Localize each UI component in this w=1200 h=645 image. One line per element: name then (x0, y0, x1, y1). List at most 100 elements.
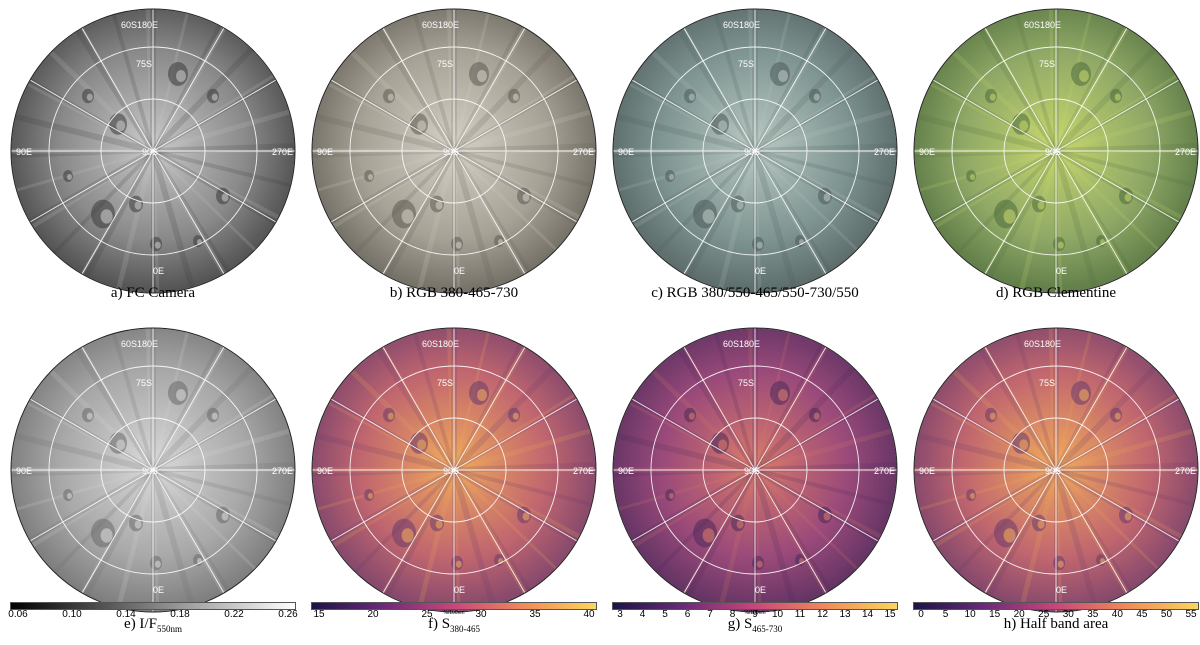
panel-e: 60S 180E 75S 90S 90E 270E 0E 0.06 0.10 0.14 0.18 0.… (8, 0, 298, 645)
panel-d: 60S 180E 75S 90S 90E 270E 0E d) RGB Clementine (911, 0, 1200, 645)
lon-90e-label: 90E (919, 466, 935, 476)
lat-60s-label: 60S (121, 20, 137, 30)
polar-map-f: 60S 180E 75S 90S 90E 270E 0E (311, 327, 597, 613)
colorbar-tick-label: 0.22 (224, 609, 244, 620)
panel-h: 60S 180E 75S 90S 90E 270E 0E 0 5 10 15 20 25 30 35 40 45… (911, 0, 1200, 645)
colorbar-tick-label: 20 (367, 609, 379, 620)
panel-a: 60S 180E 75S 90S 90E 270E 0E a) FC Camera (8, 0, 298, 645)
colorbar-tick-label: 15 (989, 609, 1001, 620)
colorbar-tick-label: 45 (1136, 609, 1148, 620)
lon-180e-label: 180E (739, 20, 760, 30)
caption-g: g) S465-730 (610, 616, 900, 634)
lon-0e-label: 0E (454, 585, 465, 595)
lat-60s-label: 60S (1024, 20, 1040, 30)
colorbar-tick-label: 10 (771, 609, 784, 620)
panel-g: 60S 180E 75S 90S 90E 270E 0E 3 4 5 6 7 8 9 10 11 12 13 14 1… (610, 0, 900, 645)
lon-180e-label: 180E (739, 339, 760, 349)
map-a: 60S 180E 75S 90S 90E 270E 0E (8, 6, 298, 296)
colorbar-gradient (10, 602, 296, 610)
colorbar-tick-label: 6 (684, 609, 691, 620)
lon-270e-label: 270E (1175, 147, 1196, 157)
pole-label: 90S (1045, 466, 1061, 476)
pole-label: 90S (1045, 147, 1061, 157)
lon-0e-label: 0E (1056, 585, 1067, 595)
pole-label: 90S (744, 466, 760, 476)
lat-60s-label: 60S (723, 20, 739, 30)
colorbar-gradient (311, 602, 597, 610)
map-g: 60S 180E 75S 90S 90E 270E 0E (610, 325, 900, 615)
lon-270e-label: 270E (573, 466, 594, 476)
colorbar-tick-label: 12 (816, 609, 829, 620)
graticule (311, 8, 597, 294)
lat-75s-label: 75S (1039, 378, 1055, 388)
colorbar-tick-label: 40 (1111, 609, 1123, 620)
lon-180e-label: 180E (438, 339, 459, 349)
caption-subscript: 550nm (156, 624, 182, 634)
map-e: 60S 180E 75S 90S 90E 270E 0E (8, 325, 298, 615)
polar-map-e: 60S 180E 75S 90S 90E 270E 0E (10, 327, 296, 613)
caption-b: b) RGB 380-465-730 (309, 285, 599, 302)
lon-270e-label: 270E (874, 466, 895, 476)
colorbar-tick-label: 0 (918, 609, 924, 620)
lon-0e-label: 0E (755, 266, 766, 276)
colorbar-tick-label: 30 (1062, 609, 1074, 620)
lat-75s-label: 75S (437, 378, 453, 388)
caption-text: b) RGB 380-465-730 (389, 285, 519, 301)
lon-90e-label: 90E (317, 147, 333, 157)
colorbar-tick-label: 11 (794, 609, 806, 620)
colorbar-tick-label: 55 (1185, 609, 1197, 620)
lat-60s-label: 60S (422, 339, 438, 349)
caption-text: d) RGB Clementine (996, 285, 1116, 301)
lat-75s-label: 75S (437, 59, 453, 69)
colorbar-tick-label: 5 (662, 609, 668, 620)
caption-text: a) FC Camera (110, 285, 196, 301)
lon-180e-label: 180E (137, 339, 158, 349)
map-b: 60S 180E 75S 90S 90E 270E 0E (309, 6, 599, 296)
polar-map-b: 60S 180E 75S 90S 90E 270E 0E (311, 8, 597, 294)
caption-subscript: 380-465 (450, 624, 481, 634)
lat-75s-label: 75S (738, 59, 754, 69)
caption-text: c) RGB 380/550-465/550-730/550 (651, 285, 859, 301)
lon-0e-label: 0E (755, 585, 766, 595)
lon-90e-label: 90E (317, 466, 333, 476)
colorbar-tick-label: 20 (1013, 609, 1025, 620)
lat-60s-label: 60S (121, 339, 137, 349)
panel-f: 60S 180E 75S 90S 90E 270E 0E 15 20 25 30 35 40 %/100n… (309, 0, 599, 645)
colorbar-ticks: 3 4 5 6 7 8 9 10 11 12 13 14 15 (612, 609, 898, 625)
caption-a: a) FC Camera (8, 285, 298, 302)
map-f: 60S 180E 75S 90S 90E 270E 0E (309, 325, 599, 615)
lat-75s-label: 75S (738, 378, 754, 388)
lon-0e-label: 0E (153, 266, 164, 276)
caption-c: c) RGB 380/550-465/550-730/550 (610, 285, 900, 302)
colorbar-g: 3 4 5 6 7 8 9 10 11 12 13 14 15 %/100nm (610, 602, 900, 624)
lon-180e-label: 180E (1040, 339, 1061, 349)
lon-270e-label: 270E (874, 147, 895, 157)
colorbar-tick-label: 10 (964, 609, 976, 620)
colorbar-tick-label: 4 (639, 609, 646, 620)
caption-d: d) RGB Clementine (911, 285, 1200, 302)
colorbar-tick-label: 15 (313, 609, 325, 620)
pole-label: 90S (443, 466, 459, 476)
lon-270e-label: 270E (1175, 466, 1196, 476)
colorbar-ticks: 0 5 10 15 20 25 30 35 40 45 50 55 (913, 609, 1199, 625)
lon-90e-label: 90E (618, 147, 634, 157)
colorbar-e: 0.06 0.10 0.14 0.18 0.22 0.26 (8, 602, 298, 624)
colorbar-tick-label: 9 (752, 609, 758, 620)
pole-label: 90S (443, 147, 459, 157)
colorbar-tick-label: 25 (421, 609, 433, 620)
caption-e: e) I/F550nm (8, 616, 298, 634)
caption-h: h) Half band area (911, 616, 1200, 633)
polar-map-d: 60S 180E 75S 90S 90E 270E 0E (913, 8, 1199, 294)
lon-0e-label: 0E (153, 585, 164, 595)
panel-c: 60S 180E 75S 90S 90E 270E 0E c) RGB 380/550-465… (610, 0, 900, 645)
map-c: 60S 180E 75S 90S 90E 270E 0E (610, 6, 900, 296)
lon-180e-label: 180E (1040, 20, 1061, 30)
lon-90e-label: 90E (16, 147, 32, 157)
lat-60s-label: 60S (1024, 339, 1040, 349)
colorbar-tick-label: 5 (942, 609, 949, 620)
colorbar-tick-label: 8 (729, 609, 736, 620)
lon-0e-label: 0E (1056, 266, 1067, 276)
colorbar-tick-label: 0.18 (170, 609, 190, 620)
colorbar-unit: %/100nm (443, 610, 465, 616)
colorbar-tick-label: 3 (617, 609, 623, 620)
